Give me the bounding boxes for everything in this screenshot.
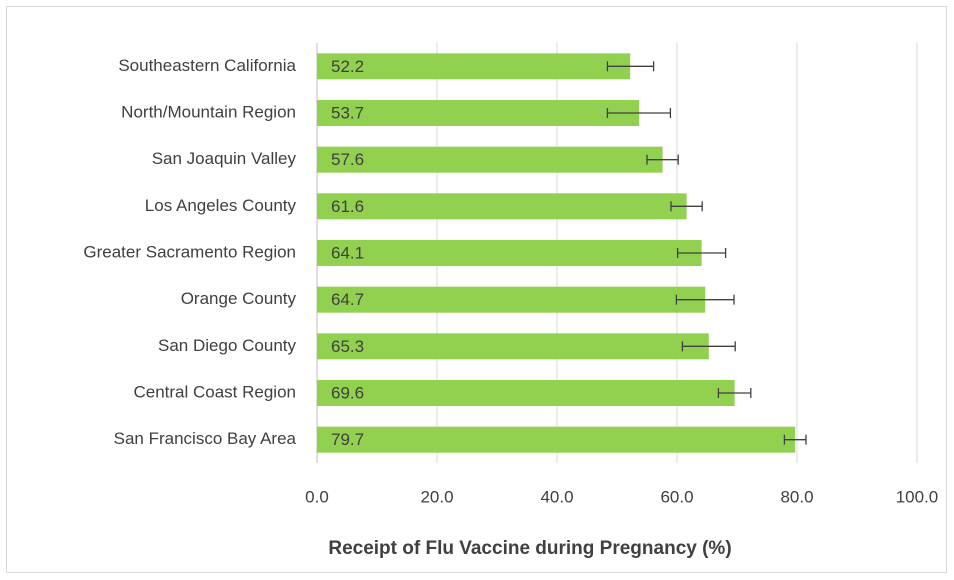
error-bar	[783, 434, 807, 445]
x-tick-label: 80.0	[780, 487, 813, 506]
error-bar	[646, 154, 679, 165]
x-tick-label: 60.0	[660, 487, 693, 506]
error-bar	[675, 294, 735, 305]
bar	[317, 240, 702, 266]
x-axis-title: Receipt of Flu Vaccine during Pregnancy …	[328, 538, 731, 559]
bar	[317, 53, 631, 80]
error-bar	[606, 61, 655, 72]
bar	[317, 333, 709, 360]
data-label: 69.6	[331, 383, 364, 402]
bar	[317, 146, 663, 173]
y-tick-label: North/Mountain Region	[121, 102, 296, 121]
y-tick-label: Central Coast Region	[133, 382, 296, 401]
y-tick-label: San Francisco Bay Area	[114, 429, 297, 448]
x-tick-label: 100.0	[896, 487, 939, 506]
x-tick-label: 0.0	[305, 487, 329, 506]
bar	[317, 426, 796, 453]
bar	[317, 193, 687, 220]
error-bar	[606, 108, 672, 118]
error-bar	[717, 388, 752, 398]
y-tick-label: Los Angeles County	[145, 196, 297, 215]
data-label: 64.7	[331, 290, 364, 309]
y-tick-label: Southeastern California	[118, 56, 296, 75]
y-tick-label: Greater Sacramento Region	[83, 242, 296, 261]
data-label: 64.1	[331, 243, 364, 262]
data-label: 61.6	[331, 197, 364, 216]
error-bar	[670, 201, 703, 212]
data-label: 65.3	[331, 337, 364, 356]
data-label: 79.7	[331, 430, 364, 449]
data-label: 52.2	[331, 57, 364, 76]
bar	[317, 286, 706, 313]
bar	[317, 380, 735, 406]
error-bar	[681, 341, 736, 352]
bar	[317, 100, 640, 126]
y-tick-label: San Joaquin Valley	[152, 149, 297, 168]
data-label: 53.7	[331, 103, 364, 122]
data-label: 57.6	[331, 150, 364, 169]
x-tick-label: 20.0	[420, 487, 453, 506]
x-tick-label: 40.0	[540, 487, 573, 506]
error-bar	[676, 248, 727, 258]
y-tick-label: San Diego County	[158, 336, 296, 355]
y-tick-label: Orange County	[181, 289, 297, 308]
